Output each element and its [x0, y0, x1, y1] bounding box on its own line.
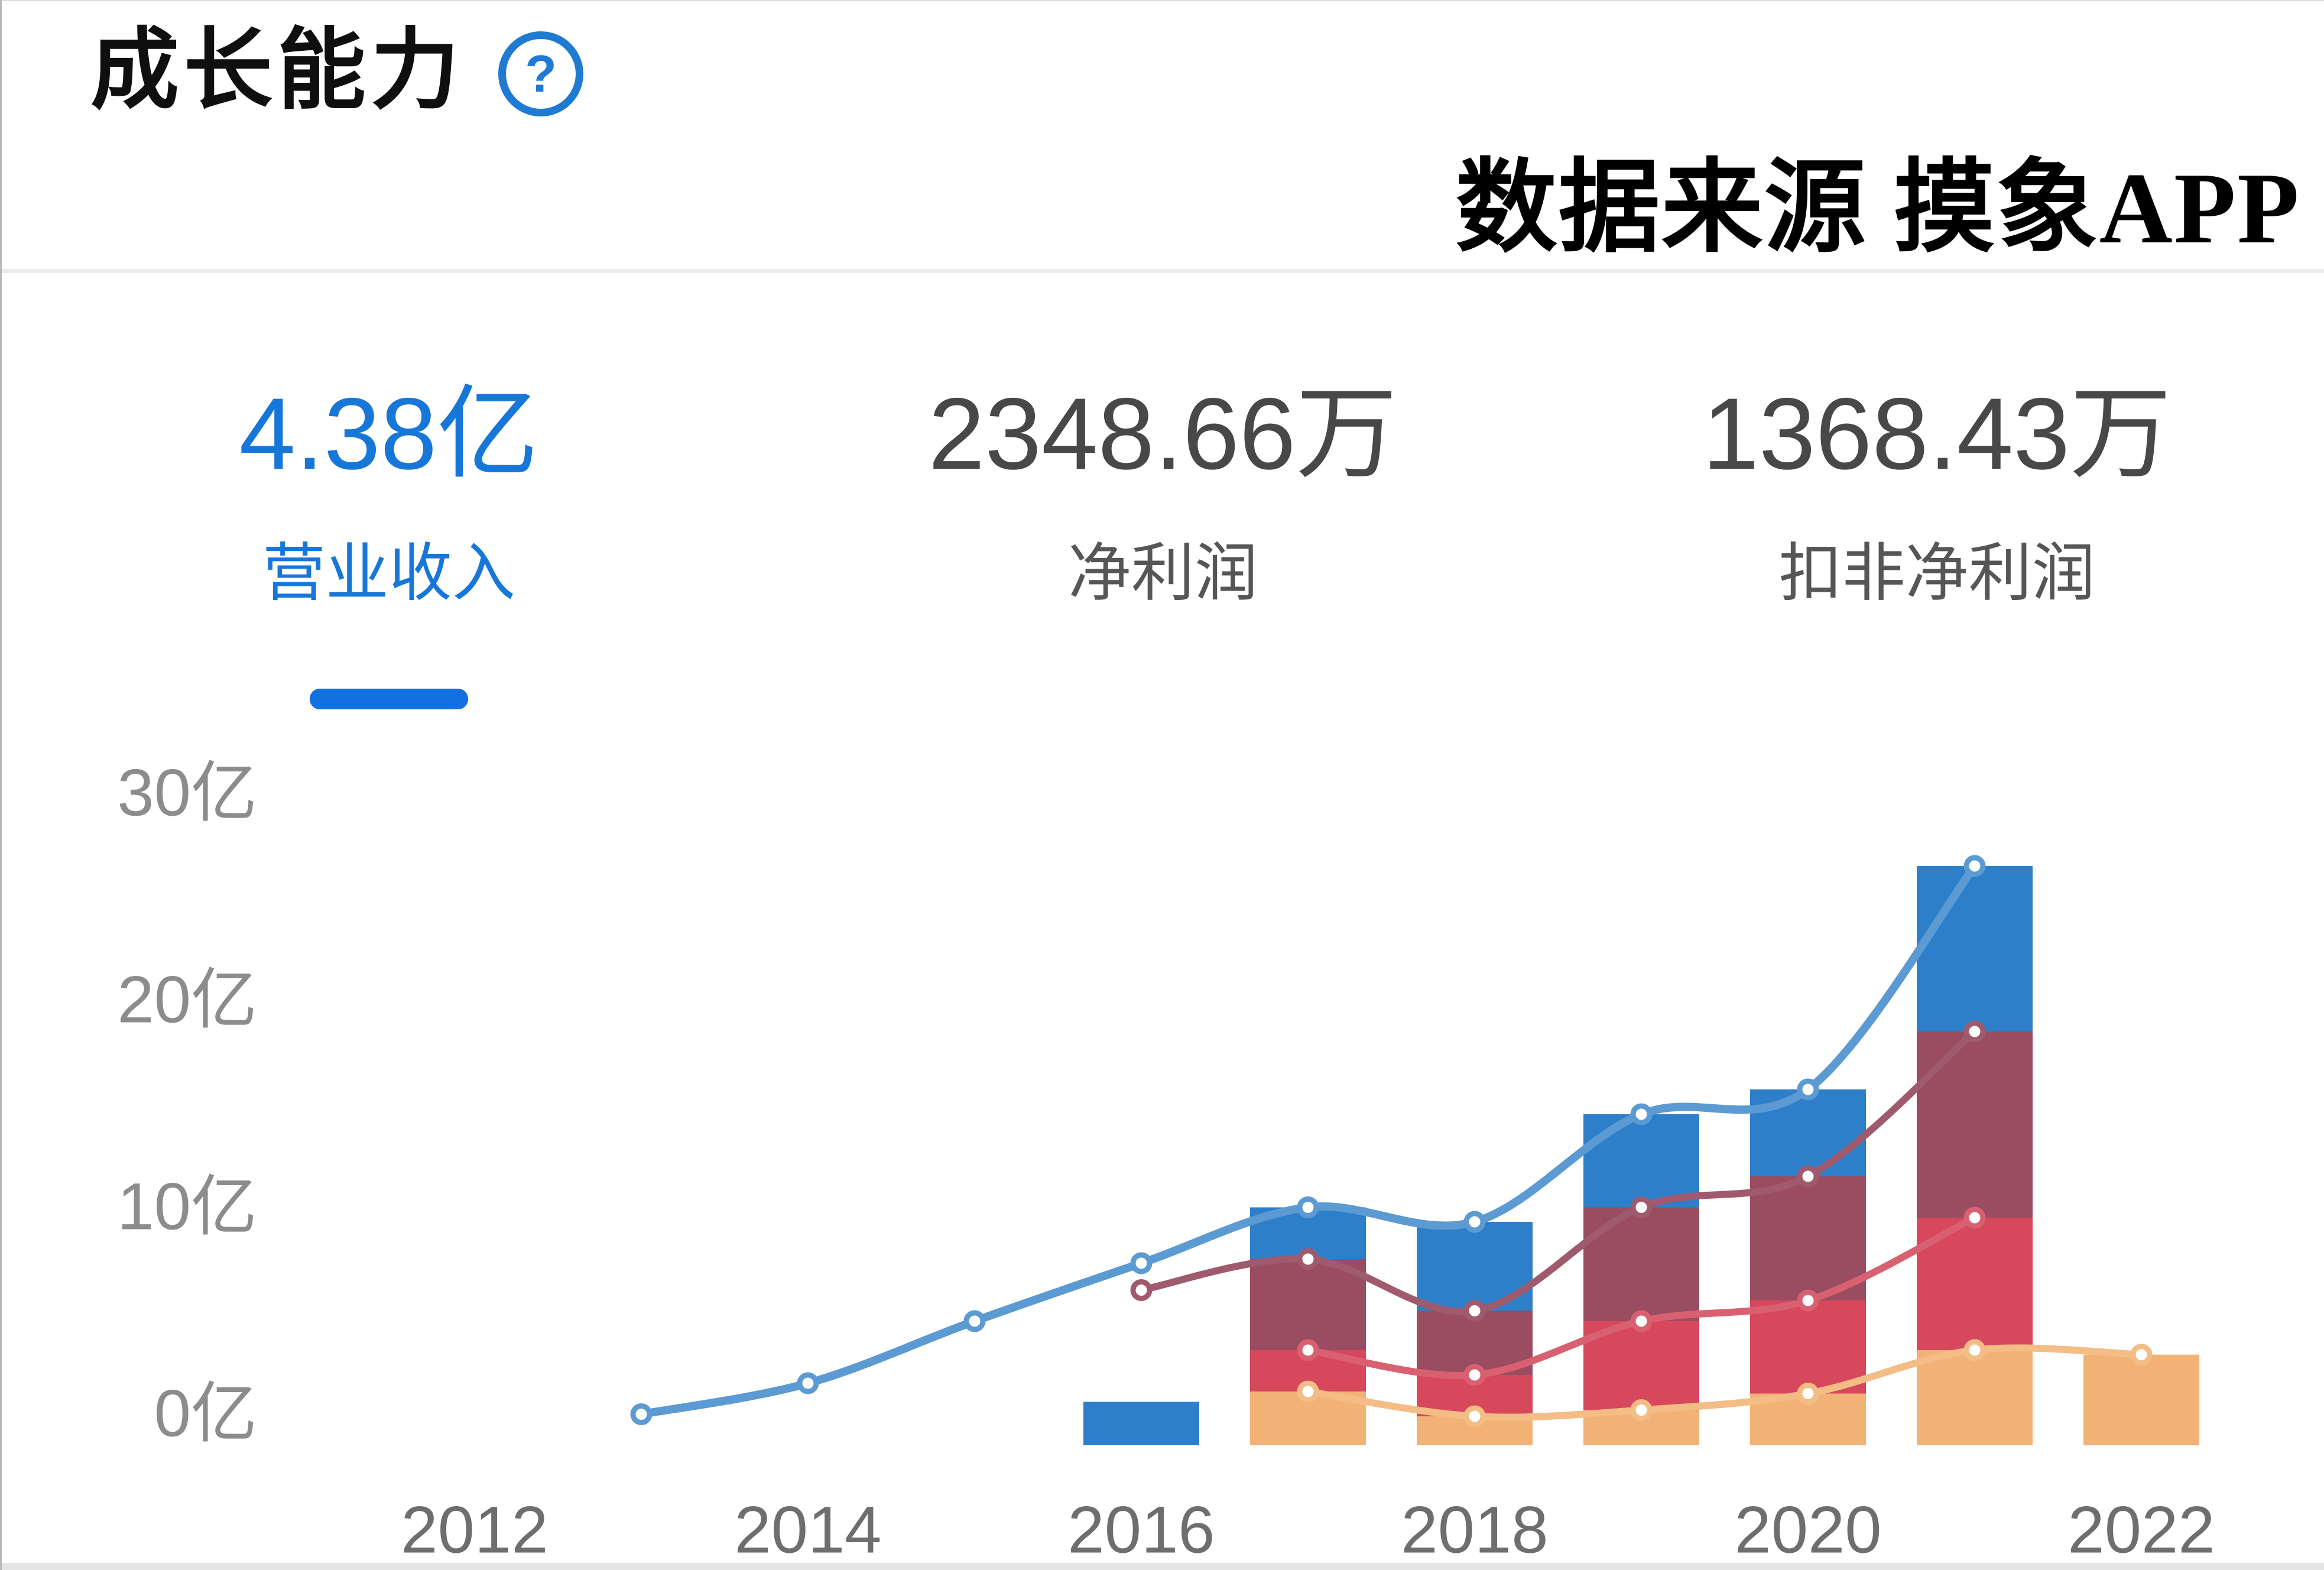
- marker-q1-2020: [1797, 1383, 1819, 1404]
- marker-h1-2019: [1630, 1310, 1653, 1332]
- y-tick-10亿: 10亿: [117, 1170, 257, 1244]
- bar-2020-h1: [1750, 1300, 1866, 1394]
- non-gaap-label: 扣非净利润: [1778, 537, 2095, 608]
- marker-annual-2013: [630, 1403, 653, 1425]
- marker-q3-2021: [1963, 1020, 1986, 1043]
- page-title: 成长能力: [90, 20, 465, 119]
- x-tick-2014: 2014: [734, 1493, 881, 1567]
- y-tick-30亿: 30亿: [117, 756, 257, 830]
- revenue-value: 4.38亿: [239, 377, 539, 491]
- bar-2020-annual: [1750, 1089, 1866, 1176]
- non-gaap-value: 1368.43万: [1702, 377, 2172, 491]
- net-profit-value: 2348.66万: [928, 377, 1398, 491]
- marker-q1-2017: [1297, 1380, 1319, 1403]
- line-q1: [1304, 1344, 2145, 1421]
- bar-2021-annual: [1917, 866, 2033, 1031]
- tab-revenue[interactable]: 4.38亿 营业收入: [2, 383, 776, 709]
- top-hairline: [2, 0, 2324, 1]
- metrics-tabs: 4.38亿 营业收入 2348.66万 净利润 1368.43万 扣非净利润: [2, 383, 2324, 709]
- marker-q1-2018: [1463, 1405, 1486, 1428]
- bar-2017-q3: [1250, 1259, 1366, 1350]
- marker-annual-2015: [963, 1310, 986, 1332]
- marker-annual-2014: [797, 1372, 819, 1394]
- marker-h1-2017: [1297, 1339, 1319, 1361]
- header-divider: [2, 269, 2324, 273]
- marker-annual-2016: [1130, 1252, 1153, 1274]
- marker-annual-2019: [1630, 1103, 1653, 1125]
- marker-q3-2019: [1630, 1196, 1653, 1218]
- bar-2016-solo: [1083, 1402, 1199, 1445]
- bar-2019-annual: [1583, 1114, 1699, 1208]
- marker-annual-2017: [1297, 1196, 1319, 1218]
- y-tick-0亿: 0亿: [154, 1377, 257, 1451]
- line-q3: [1138, 1028, 1978, 1315]
- bar-2021-q1: [1917, 1350, 2033, 1445]
- marker-annual-2018: [1463, 1211, 1486, 1233]
- marker-annual-2021: [1963, 855, 1986, 877]
- bottom-divider: [2, 1563, 2324, 1570]
- question-mark-icon: ?: [525, 44, 557, 103]
- watermark-text: 数据来源 摸象APP: [1455, 153, 2300, 265]
- marker-q1-2021: [1963, 1339, 1986, 1361]
- marker-h1-2021: [1963, 1206, 1986, 1229]
- x-tick-2012: 2012: [401, 1493, 548, 1567]
- active-tab-indicator: [309, 689, 468, 709]
- x-tick-2016: 2016: [1067, 1493, 1215, 1567]
- bar-2022-q1: [2083, 1354, 2199, 1445]
- marker-annual-2020: [1797, 1078, 1819, 1101]
- marker-h1-2020: [1797, 1289, 1819, 1312]
- marker-q3-2017: [1297, 1248, 1319, 1270]
- x-tick-2022: 2022: [2067, 1493, 2215, 1567]
- header: 成长能力 ?: [90, 17, 584, 123]
- bar-2020-q3: [1750, 1176, 1866, 1300]
- bar-2021-q3: [1917, 1031, 2033, 1218]
- line-annual: [637, 862, 1979, 1419]
- net-profit-label: 净利润: [1068, 537, 1258, 608]
- tab-net-profit[interactable]: 2348.66万 净利润: [776, 383, 1550, 709]
- bar-2019-q3: [1583, 1207, 1699, 1321]
- marker-h1-2018: [1463, 1364, 1486, 1386]
- x-tick-2020: 2020: [1734, 1493, 1881, 1567]
- marker-q3-2020: [1797, 1165, 1819, 1188]
- tab-non-gaap-profit[interactable]: 1368.43万 扣非净利润: [1550, 383, 2324, 709]
- revenue-label: 营业收入: [262, 537, 515, 608]
- marker-q3-2016: [1130, 1279, 1153, 1301]
- marker-q1-2019: [1630, 1399, 1653, 1421]
- marker-q3-2018: [1463, 1300, 1486, 1322]
- y-tick-20亿: 20亿: [117, 963, 257, 1037]
- x-tick-2018: 2018: [1401, 1493, 1548, 1567]
- marker-q1-2022: [2130, 1344, 2153, 1366]
